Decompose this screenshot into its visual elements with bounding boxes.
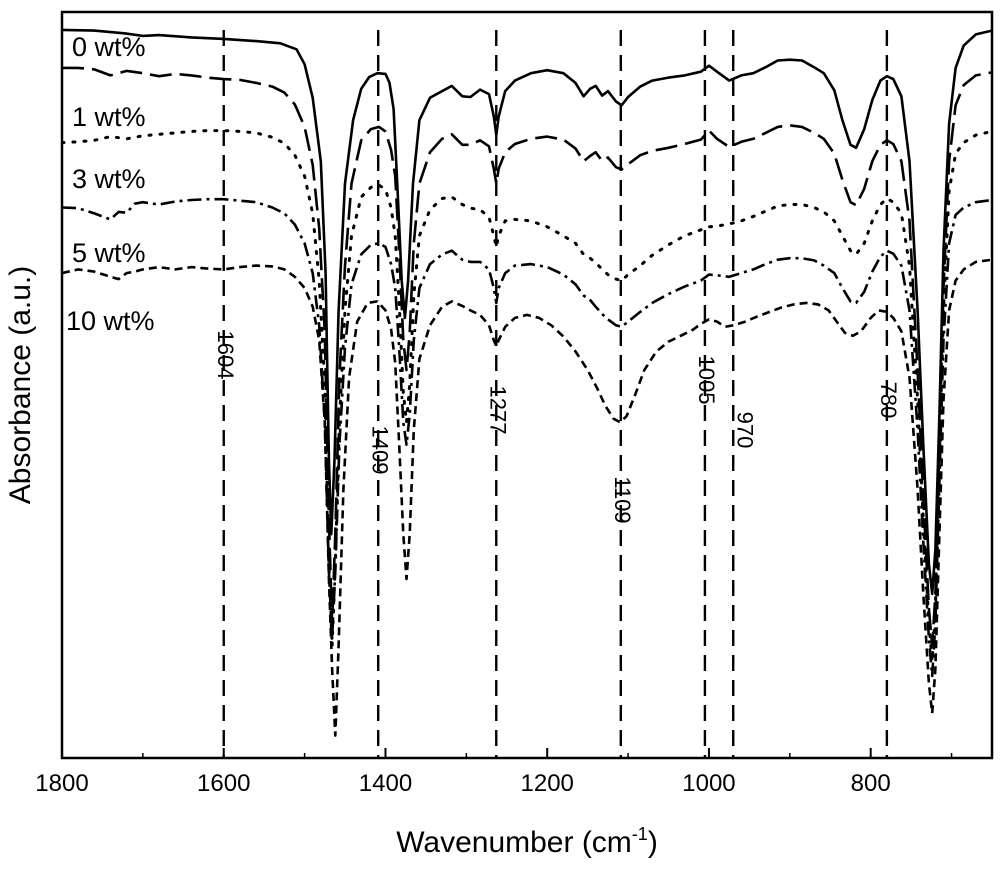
x-tick-label: 1200 — [521, 770, 574, 797]
series-label: 0 wt% — [72, 32, 146, 62]
x-tick-label: 1600 — [197, 770, 250, 797]
series-layer — [62, 28, 992, 737]
y-axis-title: Absorbance (a.u.) — [4, 266, 37, 504]
x-axis-title-main: Wavenumber (cm — [396, 826, 632, 859]
peak-label: 1277 — [485, 386, 510, 435]
series-label: 3 wt% — [72, 164, 146, 194]
x-axis-title-close: ) — [648, 826, 658, 859]
peak-label: 1005 — [694, 356, 719, 405]
peak-label: 1109 — [610, 476, 635, 523]
x-tick-label: 1800 — [35, 770, 88, 797]
x-axis-ticks: 1800 1600 1400 1200 1000 800 — [35, 748, 953, 797]
series-label: 1 wt% — [72, 102, 146, 132]
reference-lines: 1604 1409 1277 1109 1005 970 780 — [213, 30, 901, 758]
x-tick-label: 1400 — [359, 770, 412, 797]
x-axis-title: Wavenumber (cm-1) — [396, 824, 658, 859]
peak-label: 1604 — [213, 331, 238, 380]
series-label: 5 wt% — [72, 238, 146, 268]
x-tick-label: 800 — [851, 770, 891, 797]
peak-label: 1409 — [367, 426, 392, 475]
series-line-0-wtpct — [62, 28, 992, 596]
plot-frame — [60, 10, 994, 760]
series-label: 10 wt% — [66, 306, 155, 336]
x-axis-title-superscript: -1 — [632, 824, 648, 844]
series-line-10-wtpct — [62, 258, 992, 737]
series-line-3-wtpct — [62, 129, 992, 663]
peak-label: 780 — [876, 382, 901, 419]
series-line-5-wtpct — [62, 197, 992, 678]
series-labels: 0 wt% 1 wt% 3 wt% 5 wt% 10 wt% — [66, 32, 155, 336]
peak-label: 970 — [732, 412, 757, 449]
series-line-1-wtpct — [62, 66, 992, 648]
x-tick-label: 1000 — [682, 770, 735, 797]
